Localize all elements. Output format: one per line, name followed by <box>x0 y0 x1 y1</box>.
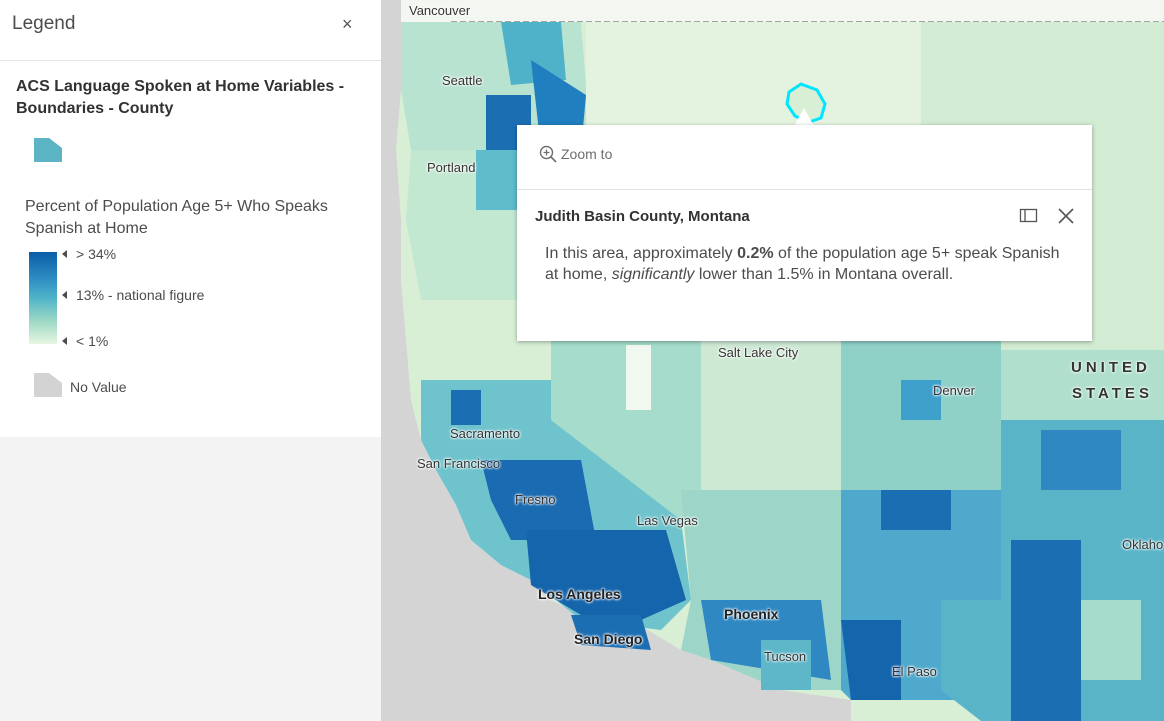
popup-value: 0.2% <box>737 245 774 262</box>
close-icon[interactable]: × <box>342 14 353 34</box>
layer-title: ACS Language Spoken at Home Variables - … <box>16 78 345 117</box>
popup-emphasis: significantly <box>611 266 695 283</box>
city-label: Oklaho <box>1122 537 1164 552</box>
pointer-icon <box>62 337 67 345</box>
pointer-icon <box>62 291 67 299</box>
city-label: El Paso <box>892 664 937 679</box>
ramp-label-high: > 34% <box>62 246 116 262</box>
zoom-in-icon <box>539 145 557 163</box>
no-value-symbol-icon <box>34 373 62 397</box>
legend-header: Legend × <box>0 0 381 61</box>
popup: Zoom to Judith Basin County, Montana In … <box>517 125 1092 341</box>
legend-area: Legend × ACS Language Spoken at Home Var… <box>0 0 381 721</box>
city-label: Phoenix <box>724 606 779 622</box>
pointer-icon <box>62 250 67 258</box>
city-label: Portland <box>427 160 476 175</box>
country-label-line2: STATES <box>1072 385 1153 402</box>
zoom-to-button[interactable]: Zoom to <box>539 145 612 163</box>
city-label: Salt Lake City <box>718 345 799 360</box>
country-label-line1: UNITED <box>1071 359 1151 376</box>
city-label: Vancouver <box>409 3 471 18</box>
city-label: Fresno <box>515 492 556 507</box>
popup-body: In this area, approximately 0.2% of the … <box>545 245 1060 283</box>
polygon-symbol-icon <box>34 138 62 162</box>
city-label: Los Angeles <box>538 586 621 602</box>
popup-divider <box>517 189 1092 190</box>
popup-pointer <box>794 108 814 126</box>
popup-title: Judith Basin County, Montana <box>535 208 750 225</box>
color-ramp <box>29 252 57 344</box>
city-label: Denver <box>933 383 975 398</box>
city-label: Las Vegas <box>637 513 698 528</box>
city-label: San Diego <box>574 631 643 647</box>
ramp-label-mid: 13% - national figure <box>62 287 204 303</box>
map-view[interactable]: Vancouver Seattle Portland Salt Lake Cit… <box>381 0 1164 721</box>
field-title: Percent of Population Age 5+ Who Speaks … <box>25 198 328 237</box>
legend-panel: Legend × ACS Language Spoken at Home Var… <box>0 0 381 437</box>
close-icon[interactable] <box>1057 207 1075 225</box>
city-label: San Francisco <box>417 456 501 471</box>
city-label: Sacramento <box>450 426 521 441</box>
city-label: Tucson <box>764 649 807 664</box>
dock-icon[interactable] <box>1019 207 1039 225</box>
zoom-to-label: Zoom to <box>561 146 613 162</box>
ramp-label-low: < 1% <box>62 333 108 349</box>
legend-title: Legend <box>12 13 76 34</box>
no-value-label: No Value <box>70 379 127 395</box>
city-label: Seattle <box>442 73 483 88</box>
